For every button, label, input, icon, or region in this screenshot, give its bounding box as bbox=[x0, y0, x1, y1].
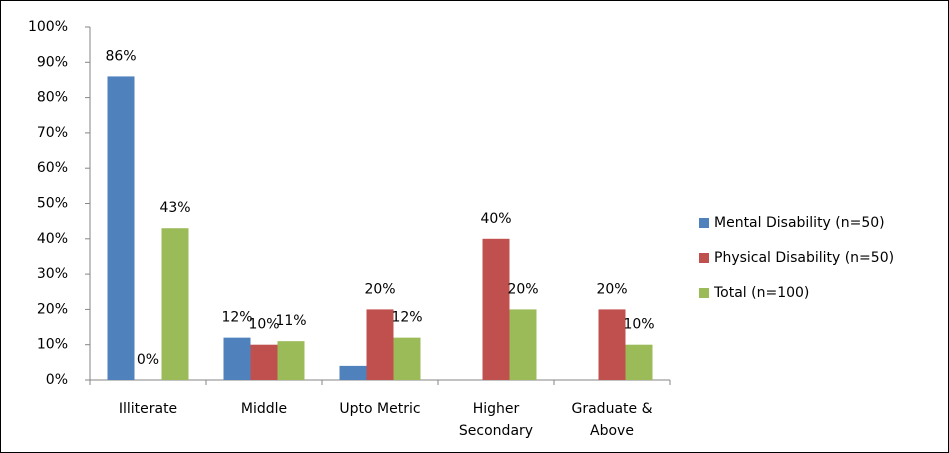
x-tick-label: Upto Metric bbox=[339, 401, 421, 417]
y-tick-label: 20% bbox=[37, 301, 68, 317]
bar bbox=[482, 238, 510, 380]
data-label: 43% bbox=[159, 200, 190, 216]
bar bbox=[250, 344, 278, 380]
y-tick-label: 30% bbox=[37, 266, 68, 282]
y-tick-label: 40% bbox=[37, 231, 68, 247]
bar bbox=[509, 309, 537, 380]
bar bbox=[339, 365, 367, 380]
bar bbox=[393, 337, 421, 380]
legend-label: Physical Disability (n=50) bbox=[714, 250, 894, 266]
x-tick-label: Graduate & Above bbox=[571, 401, 653, 439]
bar bbox=[107, 76, 135, 381]
data-label: 86% bbox=[105, 48, 136, 64]
data-label: 12% bbox=[221, 310, 252, 326]
legend-swatch bbox=[699, 253, 709, 263]
bar bbox=[625, 344, 653, 380]
y-tick-label: 90% bbox=[37, 54, 68, 70]
legend-label: Total (n=100) bbox=[713, 285, 809, 301]
data-label: 20% bbox=[364, 281, 395, 297]
y-tick-label: 50% bbox=[37, 196, 68, 212]
x-tick-label: Illiterate bbox=[118, 401, 178, 417]
data-label: 20% bbox=[596, 281, 627, 297]
legend-label: Mental Disability (n=50) bbox=[714, 215, 885, 231]
y-tick-label: 60% bbox=[37, 160, 68, 176]
bar bbox=[277, 341, 305, 380]
legend-swatch bbox=[699, 218, 709, 228]
x-tick-label: Middle bbox=[240, 401, 288, 417]
bar bbox=[161, 228, 189, 380]
data-label: 20% bbox=[507, 281, 538, 297]
legend-swatch bbox=[699, 288, 709, 298]
data-label: 10% bbox=[248, 317, 279, 333]
y-tick-label: 70% bbox=[37, 125, 68, 141]
data-label: 11% bbox=[275, 313, 306, 329]
bar bbox=[366, 309, 394, 380]
data-label: 10% bbox=[623, 317, 654, 333]
bar bbox=[223, 337, 251, 380]
y-tick-label: 100% bbox=[28, 19, 68, 35]
data-label: 0% bbox=[137, 352, 159, 368]
y-tick-label: 80% bbox=[37, 90, 68, 106]
y-tick-label: 0% bbox=[46, 372, 68, 388]
data-label: 40% bbox=[480, 211, 511, 227]
x-tick-label: Higher Secondary bbox=[458, 401, 534, 439]
bar bbox=[598, 309, 626, 380]
data-label: 12% bbox=[391, 310, 422, 326]
y-tick-label: 10% bbox=[37, 337, 68, 353]
